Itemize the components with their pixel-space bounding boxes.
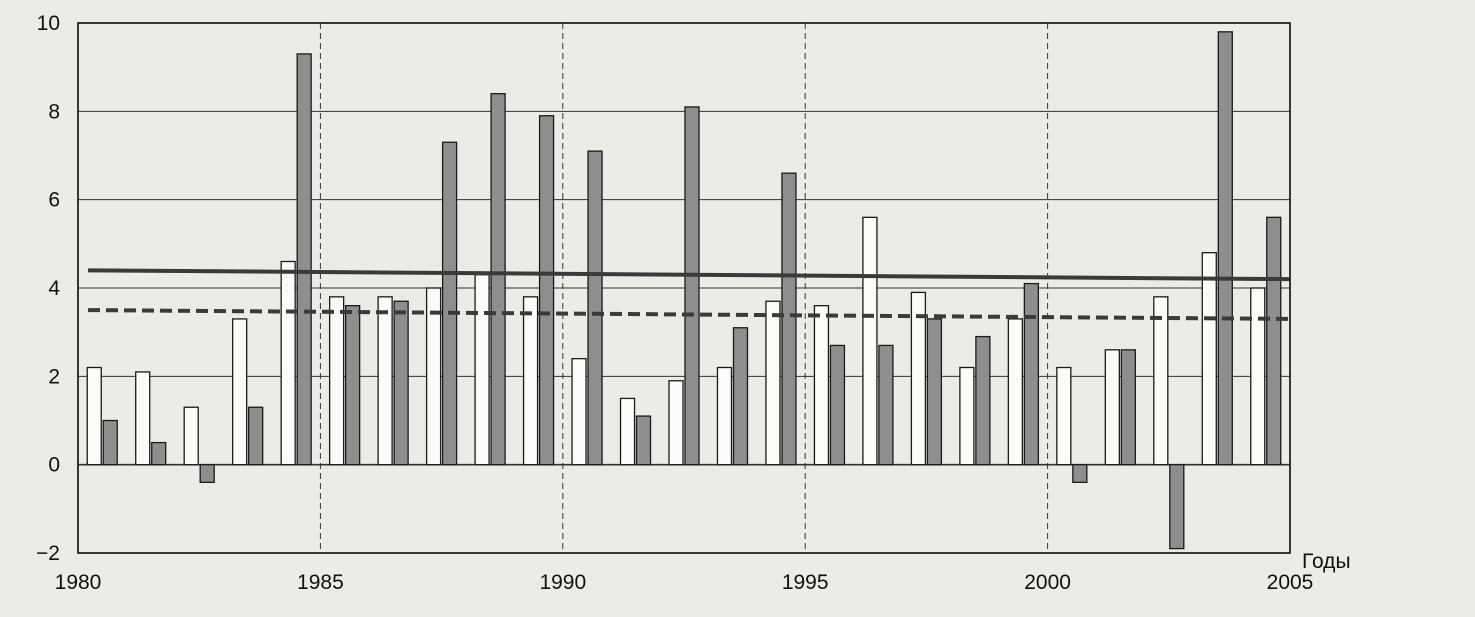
white-bar-1986: [328, 296, 345, 466]
solid-trend-line: [87, 268, 1291, 282]
dashed-trend-line: [87, 308, 1291, 321]
gray-bar-1982: [151, 441, 167, 466]
axes: [77, 22, 1291, 554]
white-bar-1996: [813, 305, 830, 466]
white-bar-1984: [232, 318, 248, 466]
gray-bar-1986: [344, 305, 361, 466]
gray-bar-1989: [490, 93, 506, 466]
white-bar-1995: [765, 300, 781, 466]
y-tick-label: 6: [48, 189, 60, 212]
gray-bar-1984: [248, 406, 264, 466]
x-tick-label: 1985: [297, 571, 344, 594]
white-bar-1998: [910, 291, 927, 466]
x-tick-labels: 1980 1985 1990 1995 2000 2005: [55, 571, 1314, 594]
gray-bar-1995: [781, 172, 797, 466]
white-bar-2000: [1007, 318, 1024, 466]
gray-bar-1994: [732, 327, 749, 466]
y-tick-labels: −2 0 2 4 6 8 10: [36, 12, 60, 565]
white-bar-2004: [1201, 252, 1217, 466]
plot-frame: [77, 22, 1291, 554]
gray-bar-2002: [1120, 349, 1136, 466]
x-tick-label: 2000: [1024, 571, 1071, 594]
white-bar-1991: [571, 358, 587, 466]
y-tick-label: 2: [48, 365, 60, 388]
gray-bar-2004: [1217, 31, 1233, 466]
x-tick-label: 1980: [55, 571, 102, 594]
white-bar-1987: [377, 296, 393, 466]
white-bar-1988: [425, 287, 442, 466]
white-bar-2003: [1153, 296, 1169, 466]
gray-bar-2005: [1266, 216, 1282, 466]
white-bar-1989: [474, 274, 490, 466]
gray-bar-2000: [1023, 282, 1040, 466]
y-tick-label: 4: [48, 277, 60, 300]
y-tick-label: 0: [48, 454, 60, 477]
gray-bar-1987: [393, 300, 409, 466]
gray-bar-2003: [1169, 464, 1185, 550]
gray-bar-1991: [587, 150, 603, 466]
white-bar-1999: [959, 366, 975, 466]
gray-bar-2001: [1072, 464, 1088, 483]
x-tick-label: 2005: [1267, 571, 1314, 594]
y-tick-label: 8: [48, 100, 60, 123]
trend-lines: [87, 268, 1291, 321]
white-bar-2002: [1104, 349, 1120, 466]
gray-bar-1988: [441, 141, 458, 466]
gray-bar-1996: [829, 344, 846, 466]
gray-bar-1981: [102, 419, 118, 466]
gray-bar-1997: [878, 344, 894, 466]
white-bar-1993: [668, 380, 684, 466]
x-axis-label: Годы: [1302, 550, 1351, 573]
white-bar-1997: [862, 216, 878, 466]
y-tick-label: −2: [36, 542, 60, 565]
y-tick-label: 10: [37, 12, 60, 35]
white-bar-2001: [1056, 366, 1072, 466]
gray-bar-1983: [199, 464, 215, 483]
x-tick-label: 1990: [539, 571, 586, 594]
white-bar-1983: [183, 406, 199, 466]
gray-bar-1998: [926, 318, 943, 466]
gray-bar-1999: [975, 335, 991, 466]
x-tick-label: 1995: [782, 571, 829, 594]
gray-bar-1990: [538, 115, 555, 466]
white-bar-2005: [1250, 287, 1266, 466]
bars: [86, 31, 1282, 550]
white-bar-1994: [716, 366, 733, 466]
gray-bar-1992: [635, 415, 652, 466]
white-bar-1992: [619, 397, 636, 466]
white-bar-1990: [522, 296, 539, 466]
gray-bar-1993: [684, 106, 700, 466]
white-bar-1985: [280, 260, 296, 466]
gray-bar-1985: [296, 53, 312, 466]
white-bar-1982: [135, 371, 151, 466]
white-bar-1981: [86, 366, 102, 466]
